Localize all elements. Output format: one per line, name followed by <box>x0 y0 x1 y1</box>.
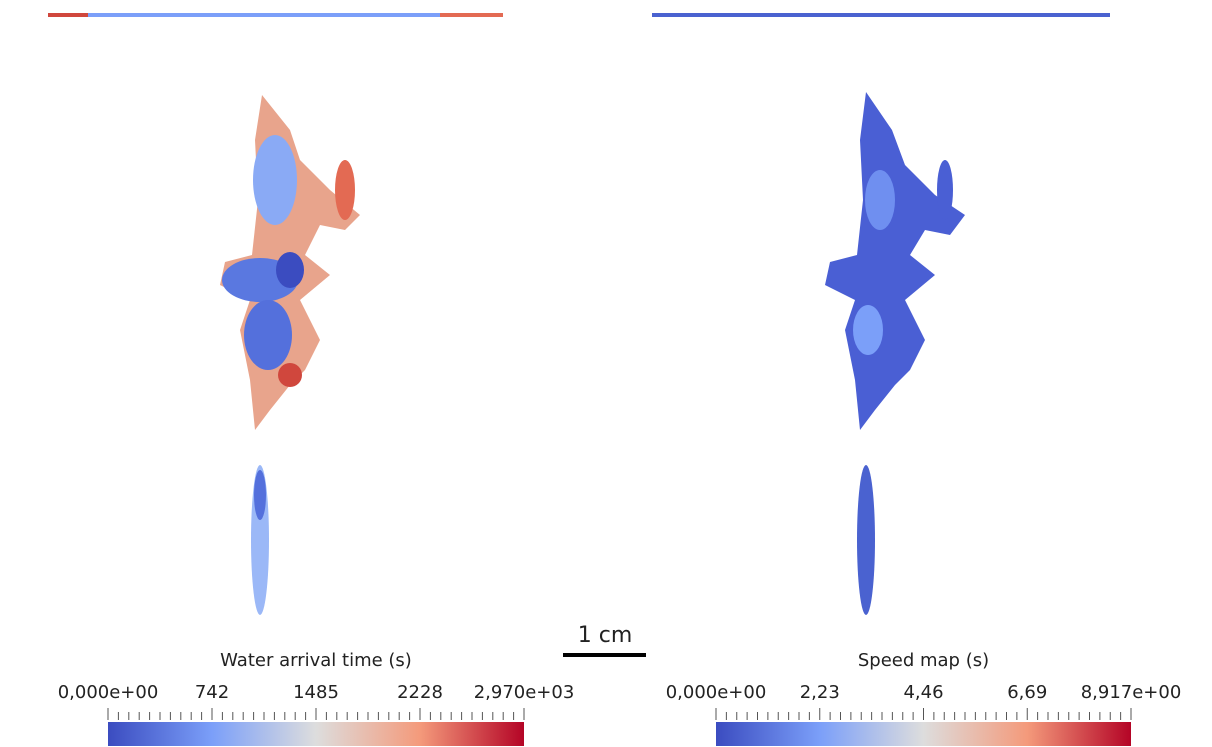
colorbar-label: 0,000e+00 <box>666 682 767 703</box>
colorbar-label: 2228 <box>397 682 443 703</box>
scale-bar-label: 1 cm <box>578 623 633 648</box>
colorbar <box>716 722 1131 746</box>
arrival-map <box>48 13 503 615</box>
colorbar-label: 4,46 <box>903 682 943 703</box>
colorbar-title: Water arrival time (s) <box>220 650 412 671</box>
speed-map <box>652 13 1110 615</box>
colorbar-label: 0,000e+00 <box>58 682 159 703</box>
colorbar <box>108 722 524 746</box>
colorbar-label: 2,23 <box>800 682 840 703</box>
colorbar-label: 742 <box>195 682 229 703</box>
colorbar-label: 1485 <box>293 682 339 703</box>
colorbar-label: 6,69 <box>1007 682 1047 703</box>
colorbar-label: 2,970e+03 <box>474 682 575 703</box>
colorbar-title: Speed map (s) <box>858 650 989 671</box>
colorbar-label: 8,917e+00 <box>1081 682 1182 703</box>
